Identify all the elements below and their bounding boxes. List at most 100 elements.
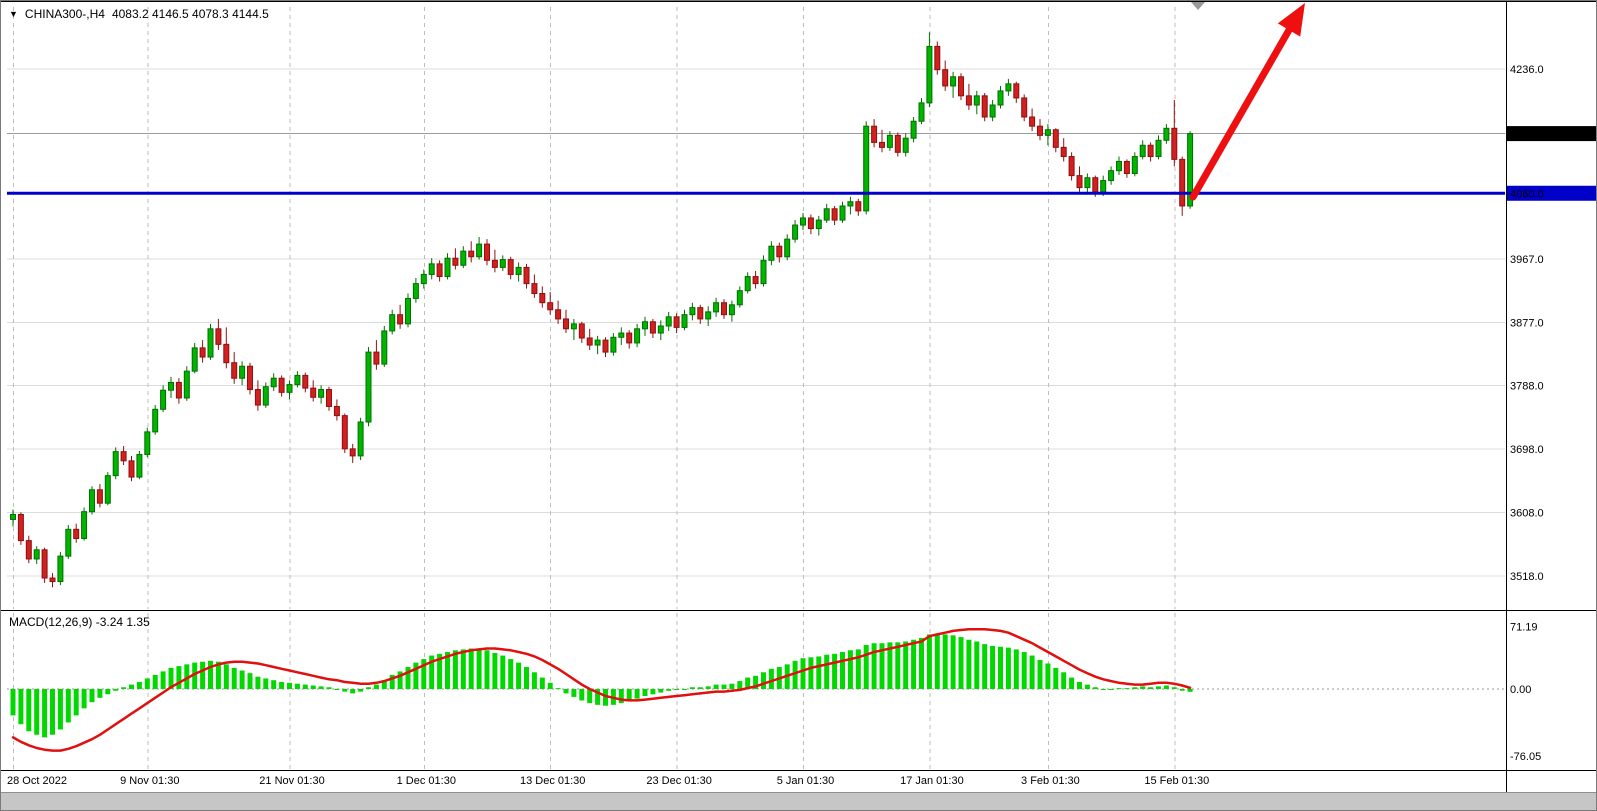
macd-histogram-bar bbox=[1116, 688, 1122, 690]
macd-histogram-bar bbox=[1092, 687, 1098, 689]
macd-histogram-bar bbox=[26, 689, 32, 732]
candle-body bbox=[199, 347, 206, 358]
macd-histogram-bar bbox=[326, 687, 332, 689]
candle-body bbox=[278, 377, 285, 393]
candle-body bbox=[784, 238, 791, 258]
macd-histogram-bar bbox=[405, 667, 411, 689]
macd-histogram-bar bbox=[871, 643, 877, 689]
macd-histogram-bar bbox=[816, 656, 822, 689]
macd-histogram-bar bbox=[429, 655, 435, 689]
date-axis-label: 28 Oct 2022 bbox=[7, 775, 67, 787]
macd-histogram-bar bbox=[10, 689, 16, 716]
candle-body bbox=[357, 421, 364, 457]
candle-body bbox=[681, 314, 688, 328]
current-price-label: 4144.5 bbox=[1510, 129, 1544, 141]
candle-body bbox=[847, 201, 854, 207]
macd-histogram-bar bbox=[887, 642, 893, 689]
candle-body bbox=[1060, 146, 1067, 158]
macd-histogram-bar bbox=[879, 643, 885, 689]
macd-histogram-bar bbox=[34, 689, 40, 735]
macd-histogram-bar bbox=[50, 689, 55, 735]
candle-body bbox=[910, 120, 917, 139]
candle-body bbox=[539, 293, 546, 304]
candle-body bbox=[128, 460, 135, 478]
candle-body bbox=[839, 205, 846, 221]
macd-histogram-bar bbox=[847, 650, 853, 689]
chart-plot-area[interactable] bbox=[7, 7, 1505, 609]
date-axis-label: 23 Dec 01:30 bbox=[646, 775, 711, 787]
macd-histogram-bar bbox=[1029, 655, 1035, 689]
macd-histogram-bar bbox=[287, 682, 292, 689]
macd-histogram-bar bbox=[476, 648, 482, 689]
macd-histogram-bar bbox=[129, 684, 134, 689]
candle-body bbox=[41, 549, 48, 579]
symbol-header: ▼ CHINA300-,H4 4083.2 4146.5 4078.3 4144… bbox=[9, 7, 269, 21]
candle-body bbox=[1171, 127, 1178, 160]
macd-histogram-bar bbox=[136, 681, 142, 689]
price-axis-label: 3698.0 bbox=[1510, 444, 1544, 456]
macd-histogram-bar bbox=[97, 689, 103, 698]
macd-signal-line bbox=[11, 627, 1192, 752]
macd-histogram-bar bbox=[934, 633, 940, 689]
price-axis[interactable] bbox=[1507, 1, 1597, 793]
candle-body bbox=[918, 102, 925, 122]
candle-body bbox=[310, 387, 317, 398]
macd-histogram-bar bbox=[160, 671, 166, 689]
macd-histogram-bar bbox=[460, 649, 466, 689]
candle-body bbox=[476, 243, 483, 258]
macd-histogram-bar bbox=[1132, 687, 1138, 689]
macd-histogram-bar bbox=[437, 653, 443, 689]
macd-histogram-bar bbox=[1140, 686, 1146, 689]
candle-body bbox=[792, 224, 799, 240]
candle-body bbox=[768, 245, 775, 261]
macd-histogram-bar bbox=[966, 639, 972, 689]
trend-arrow-head[interactable] bbox=[1277, 3, 1305, 37]
macd-axis-label: -76.05 bbox=[1510, 751, 1541, 763]
macd-histogram-bar bbox=[990, 645, 996, 689]
macd-histogram-bar bbox=[697, 687, 703, 689]
macd-histogram-bar bbox=[729, 683, 735, 689]
macd-histogram-bar bbox=[919, 637, 924, 689]
macd-histogram-bar bbox=[571, 689, 577, 697]
macd-histogram-bar bbox=[1077, 681, 1082, 689]
macd-histogram-bar bbox=[152, 674, 158, 689]
symbol-dropdown-icon[interactable]: ▼ bbox=[9, 9, 18, 19]
candle-body bbox=[823, 208, 830, 221]
candle-body bbox=[112, 451, 119, 477]
macd-histogram-bar bbox=[468, 648, 474, 689]
candle-body bbox=[215, 328, 222, 345]
candle-body bbox=[191, 347, 198, 372]
macd-histogram-bar bbox=[579, 689, 585, 701]
candle-body bbox=[665, 316, 672, 327]
candle-body bbox=[973, 95, 980, 106]
macd-histogram-bar bbox=[974, 641, 980, 689]
macd-histogram-bar bbox=[1100, 689, 1106, 690]
date-axis-label: 5 Jan 01:30 bbox=[777, 775, 835, 787]
candle-body bbox=[318, 389, 325, 398]
candle-body bbox=[436, 263, 443, 278]
candle-body bbox=[1052, 129, 1059, 148]
macd-histogram-bar bbox=[1037, 659, 1043, 689]
date-axis-label: 21 Nov 01:30 bbox=[259, 775, 324, 787]
candle-body bbox=[168, 381, 174, 391]
candle-body bbox=[1108, 170, 1115, 182]
trend-arrow-shaft[interactable] bbox=[1189, 26, 1293, 201]
time-axis[interactable] bbox=[1, 771, 1506, 793]
macd-axis-label: 71.19 bbox=[1510, 621, 1538, 633]
macd-histogram-bar bbox=[603, 689, 608, 706]
candle-body bbox=[428, 263, 435, 275]
macd-histogram-bar bbox=[223, 664, 229, 689]
candle-body bbox=[73, 528, 80, 539]
macd-histogram-bar bbox=[998, 646, 1003, 689]
macd-histogram-bar bbox=[421, 659, 427, 689]
bottom-scrollbar-strip[interactable] bbox=[1, 792, 1596, 810]
candle-body bbox=[1179, 158, 1186, 207]
date-axis-label: 15 Feb 01:30 bbox=[1144, 775, 1209, 787]
macd-histogram-bar bbox=[689, 687, 695, 689]
candle-body bbox=[33, 549, 40, 560]
candle-body bbox=[610, 336, 617, 353]
macd-histogram-bar bbox=[753, 675, 759, 689]
macd-histogram-bar bbox=[1171, 687, 1177, 689]
candle-body bbox=[807, 217, 814, 230]
